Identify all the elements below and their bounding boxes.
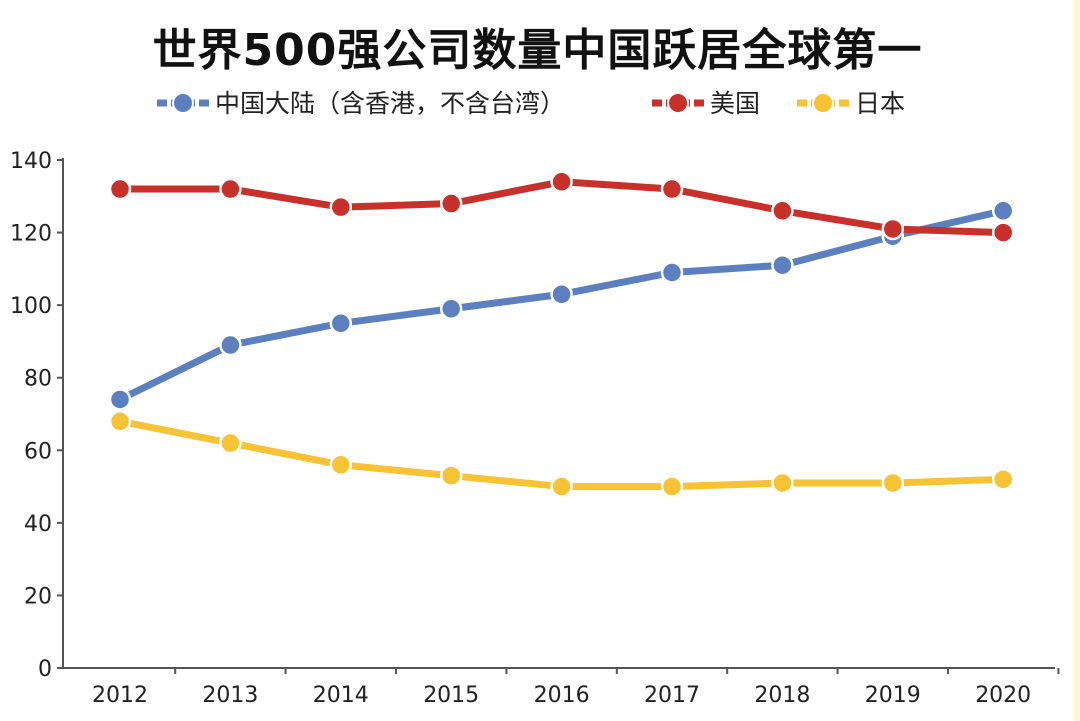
data-point bbox=[771, 471, 794, 495]
series-0 bbox=[108, 199, 1015, 411]
legend-item: 中国大陆（含香港，不含台湾） bbox=[157, 89, 565, 118]
x-tick-label: 2012 bbox=[92, 683, 148, 708]
legend-label: 日本 bbox=[855, 89, 905, 118]
series-1 bbox=[108, 170, 1015, 244]
data-point bbox=[439, 297, 463, 321]
x-tick-label: 2016 bbox=[534, 683, 590, 708]
y-tick-label: 100 bbox=[10, 294, 52, 319]
data-point bbox=[439, 192, 463, 215]
chart-title: 世界500强公司数量中国跃居全球第一 bbox=[152, 25, 923, 76]
y-tick-label: 60 bbox=[24, 439, 52, 464]
legend-marker bbox=[172, 92, 194, 114]
data-point bbox=[108, 388, 132, 411]
data-point bbox=[219, 333, 242, 357]
y-tick-label: 0 bbox=[38, 657, 52, 682]
data-point bbox=[771, 199, 794, 223]
data-point bbox=[219, 431, 242, 455]
y-tick-label: 80 bbox=[24, 367, 52, 392]
data-point bbox=[660, 177, 684, 201]
data-point bbox=[991, 199, 1015, 223]
y-tick-label: 120 bbox=[10, 222, 52, 247]
data-point bbox=[771, 253, 794, 277]
x-tick-label: 2019 bbox=[865, 683, 921, 708]
legend-marker bbox=[812, 92, 834, 114]
legend-label: 中国大陆（含香港，不含台湾） bbox=[215, 89, 565, 118]
data-point bbox=[991, 468, 1015, 491]
x-tick-label: 2014 bbox=[313, 683, 369, 708]
data-point bbox=[108, 177, 132, 201]
legend-marker bbox=[667, 92, 689, 114]
data-point bbox=[881, 217, 905, 241]
x-tick-label: 2015 bbox=[423, 683, 479, 708]
data-point bbox=[550, 475, 573, 498]
legend-label: 美国 bbox=[710, 89, 760, 118]
x-tick-label: 2013 bbox=[202, 683, 258, 708]
data-point bbox=[991, 221, 1015, 244]
series-2 bbox=[108, 410, 1015, 498]
x-tick-label: 2017 bbox=[644, 683, 700, 708]
y-tick-label: 20 bbox=[24, 584, 52, 609]
x-tick-label: 2020 bbox=[975, 683, 1031, 708]
data-point bbox=[329, 195, 353, 219]
data-point bbox=[329, 453, 353, 477]
x-tick-label: 2018 bbox=[754, 683, 810, 708]
legend-item: 日本 bbox=[797, 89, 905, 118]
y-tick-label: 40 bbox=[24, 512, 52, 537]
data-point bbox=[550, 283, 573, 306]
legend-item: 美国 bbox=[652, 89, 760, 118]
y-tick-label: 140 bbox=[10, 149, 52, 174]
data-point bbox=[550, 170, 573, 194]
data-point bbox=[439, 464, 463, 487]
data-point bbox=[329, 312, 353, 335]
data-point bbox=[219, 177, 242, 201]
data-point bbox=[660, 475, 684, 498]
data-point bbox=[660, 261, 684, 284]
data-point bbox=[108, 410, 132, 433]
right-edge-stripe bbox=[1074, 0, 1080, 721]
data-point bbox=[881, 471, 905, 495]
